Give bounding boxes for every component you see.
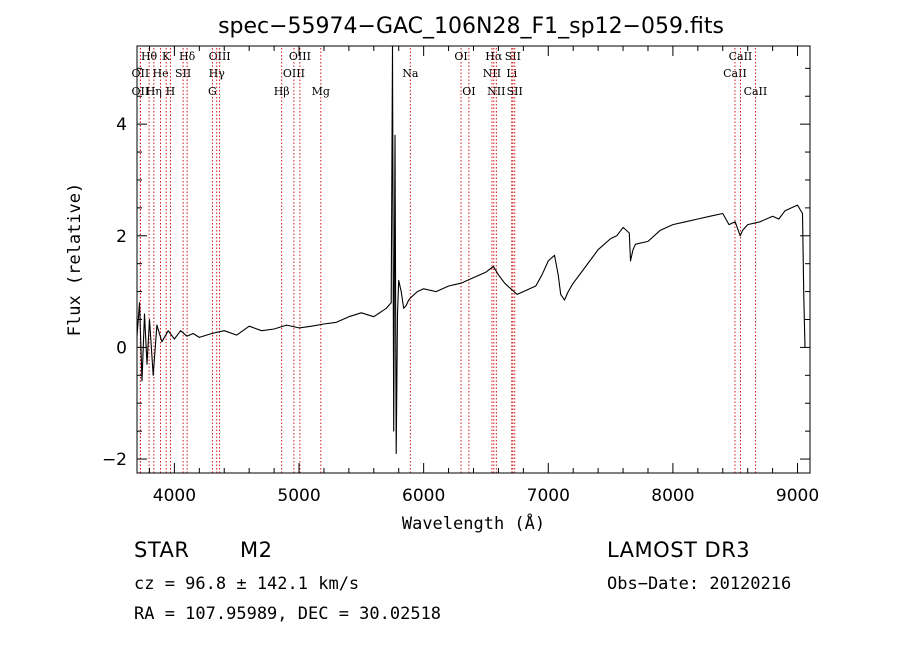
x-tick-label: 4000: [153, 486, 196, 506]
y-axis-label: Flux (relative): [65, 183, 85, 337]
spectral-line-label: SII: [507, 85, 523, 98]
y-tick-label: 4: [116, 115, 127, 135]
y-tick-label: −2: [102, 450, 127, 470]
obs-date: Obs−Date: 20120216: [607, 574, 792, 594]
x-axis-label: Wavelength (Å): [402, 512, 545, 534]
object-subclass: M2: [240, 538, 273, 562]
spectral-line-label: SII: [505, 50, 521, 63]
y-tick-label: 0: [116, 338, 127, 358]
spectral-line-label: OIII: [209, 50, 231, 63]
x-tick-label: 9000: [776, 486, 819, 506]
spectral-line-label: Hδ: [179, 50, 196, 63]
spectral-line-label: NII: [483, 67, 501, 80]
y-tick-label: 2: [116, 227, 127, 247]
spectral-line-label: CaII: [744, 85, 768, 98]
object-class: STAR: [134, 538, 190, 562]
spectral-line-label: SII: [175, 67, 191, 80]
spectral-line-label: OI: [462, 85, 475, 98]
x-tick-label: 6000: [402, 486, 445, 506]
spectral-line-label: Hθ: [141, 50, 158, 63]
spectral-line-label: Mg: [312, 85, 330, 98]
spectral-line-label: K: [162, 50, 171, 63]
spectral-line-label: Hβ: [274, 85, 290, 98]
spectral-line-label: He: [153, 67, 169, 80]
chart-title: spec−55974−GAC_106N28_F1_sp12−059.fits: [218, 14, 724, 39]
spectral-line-label: Hγ: [209, 67, 226, 80]
x-tick-label: 5000: [277, 486, 320, 506]
spectral-line-label: NII: [487, 85, 505, 98]
spectrum-line: [136, 45, 806, 455]
spectral-line-label: G: [208, 85, 217, 98]
spectral-line-label: Li: [506, 67, 517, 80]
plot-frame: [136, 45, 811, 474]
spectral-line-label: Na: [402, 67, 419, 80]
redshift-cz: cz = 96.8 ± 142.1 km/s: [134, 574, 360, 594]
spectral-line-label: CaII: [729, 50, 753, 63]
spectral-line-label: OII: [132, 85, 150, 98]
spectral-line-label: OI: [454, 50, 467, 63]
spectral-line-label: OIII: [283, 67, 305, 80]
spectral-line-label: H: [166, 85, 176, 98]
spectral-line-label: OIII: [289, 50, 311, 63]
spectral-line-label: Hα: [485, 50, 503, 63]
coordinates: RA = 107.95989, DEC = 30.02518: [134, 604, 442, 624]
spectral-line-label: CaII: [723, 67, 747, 80]
x-tick-label: 8000: [651, 486, 694, 506]
survey-label: LAMOST DR3: [607, 538, 751, 562]
spectral-line-label: Hη: [146, 85, 162, 98]
x-tick-label: 7000: [527, 486, 570, 506]
